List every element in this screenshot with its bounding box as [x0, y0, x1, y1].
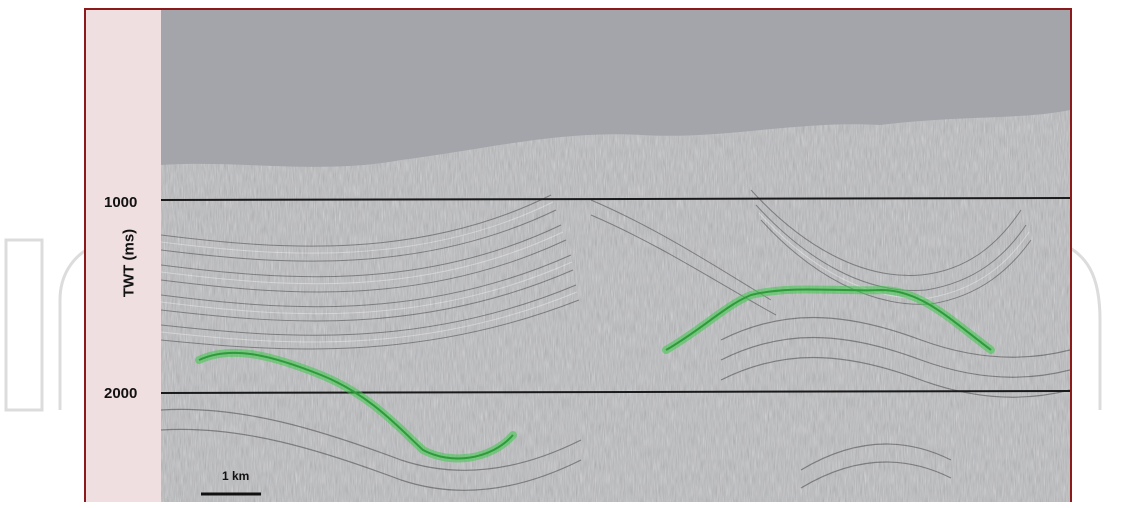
timeline-1000	[161, 197, 1070, 201]
tick-label-1000: 1000	[104, 194, 138, 211]
seismic-figure: 1000 2000 TWT (ms)	[84, 8, 1072, 502]
seismic-section	[161, 10, 1070, 502]
horizon-right-core	[665, 288, 992, 351]
horizon-left-core	[198, 351, 514, 460]
axis-title: TWT (ms)	[120, 228, 138, 298]
tick-label-2000: 2000	[104, 385, 138, 402]
timeline-2000	[161, 390, 1070, 394]
scale-bar-label: 1 km	[222, 469, 250, 483]
time-axis: 1000 2000 TWT (ms)	[86, 10, 161, 502]
